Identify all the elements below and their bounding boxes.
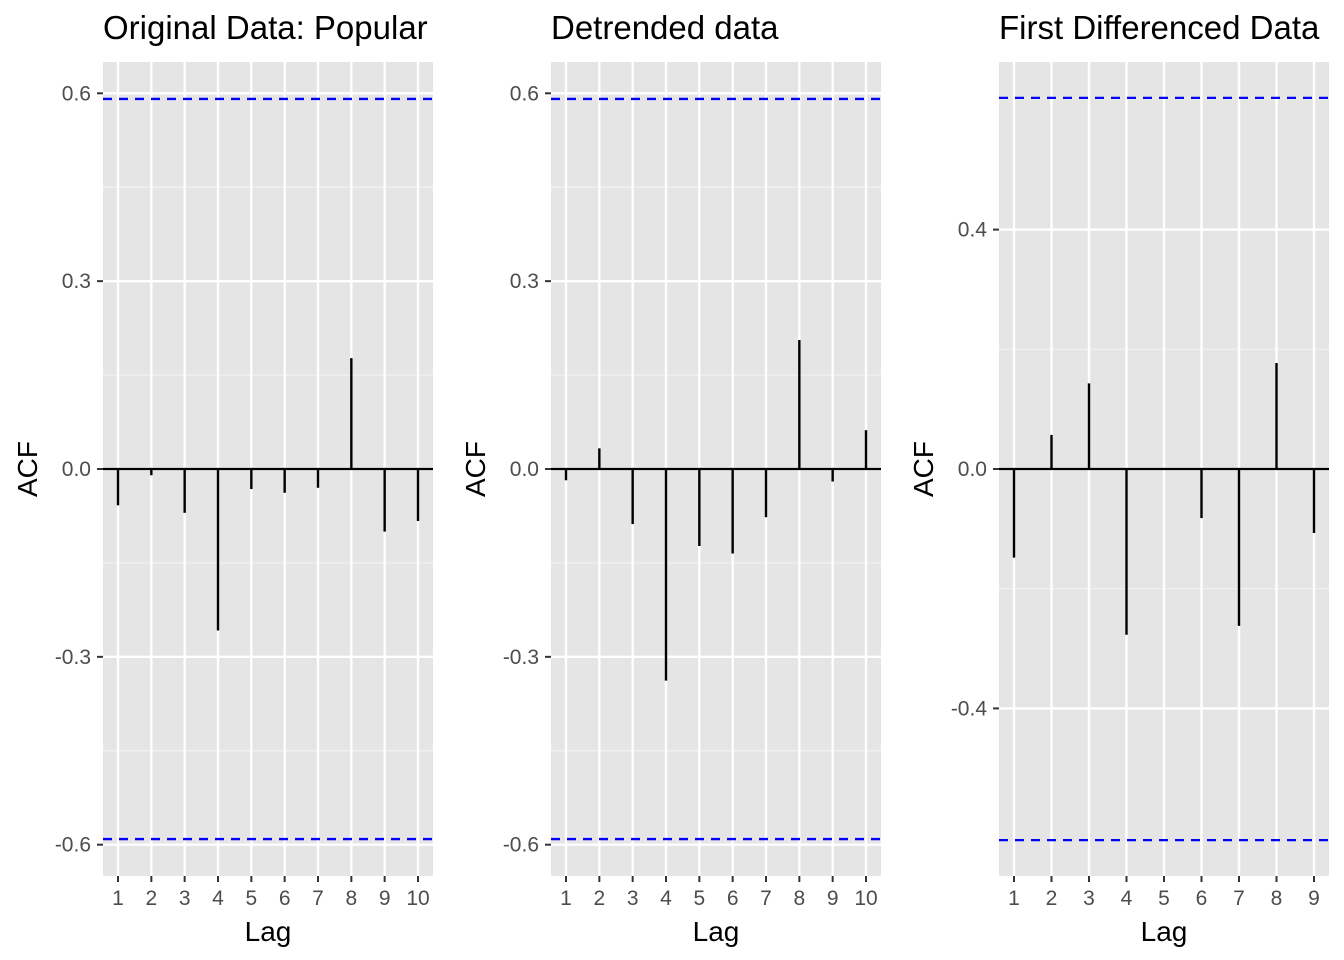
x-tick-label: 6 (1196, 887, 1208, 910)
x-tick-label: 7 (760, 887, 772, 910)
acf-bars (999, 363, 1329, 635)
y-tick-label: 0.0 (958, 458, 987, 481)
x-tick-label: 6 (279, 887, 291, 910)
y-tick-label: 0.3 (62, 270, 91, 293)
x-tick-label: 7 (1233, 887, 1245, 910)
panel-original-data: Original Data: Popular -0.6 -0.3 0.0 0.3 0.6… (12, 9, 433, 947)
y-axis-ticks: -0.6 -0.3 0.0 0.3 0.6 (503, 82, 551, 857)
x-tick-label: 5 (693, 887, 705, 910)
y-tick-label: 0.4 (958, 219, 988, 242)
x-axis-ticks: 1 2 3 4 5 6 7 8 9 10 (112, 876, 430, 910)
x-tick-label: 1 (112, 887, 124, 910)
x-tick-label: 8 (793, 887, 805, 910)
y-axis-label: ACF (12, 441, 43, 497)
x-tick-label: 4 (212, 887, 224, 910)
x-axis-label: Lag (1141, 916, 1188, 947)
x-tick-label: 4 (660, 887, 672, 910)
x-tick-label: 8 (1271, 887, 1283, 910)
x-tick-label: 3 (179, 887, 191, 910)
x-tick-label: 9 (379, 887, 391, 910)
panel-title: Detrended data (551, 9, 779, 46)
y-tick-label: -0.6 (503, 834, 539, 857)
panel-first-differenced-data: First Differenced Data -0.4 0.0 0.4 1 2 3 4 5 6… (908, 9, 1329, 947)
x-tick-label: 10 (406, 887, 429, 910)
acf-bars (551, 340, 881, 681)
x-tick-label: 4 (1121, 887, 1133, 910)
confidence-bands (103, 97, 433, 841)
x-tick-label: 5 (1158, 887, 1170, 910)
y-tick-label: -0.3 (503, 646, 539, 669)
x-tick-label: 9 (1308, 887, 1320, 910)
panel-title: First Differenced Data (999, 9, 1320, 46)
y-tick-label: -0.4 (951, 697, 988, 720)
y-tick-label: 0.6 (510, 82, 539, 105)
y-axis-label: ACF (908, 441, 939, 497)
y-axis-ticks: -0.4 0.0 0.4 (951, 219, 999, 720)
y-tick-label: 0.3 (510, 270, 539, 293)
y-axis-ticks: -0.6 -0.3 0.0 0.3 0.6 (55, 82, 103, 857)
x-tick-label: 6 (727, 887, 739, 910)
x-tick-label: 3 (627, 887, 639, 910)
x-tick-label: 2 (145, 887, 157, 910)
confidence-bands (999, 96, 1329, 842)
x-axis-label: Lag (245, 916, 292, 947)
y-tick-label: 0.6 (62, 82, 91, 105)
x-tick-label: 1 (560, 887, 572, 910)
x-tick-label: 8 (345, 887, 357, 910)
y-tick-label: 0.0 (62, 458, 91, 481)
y-tick-label: -0.3 (55, 646, 91, 669)
x-tick-label: 2 (1046, 887, 1058, 910)
y-tick-label: 0.0 (510, 458, 539, 481)
x-tick-label: 9 (827, 887, 839, 910)
x-axis-ticks: 1 2 3 4 5 6 7 8 9 (1008, 876, 1320, 910)
x-tick-label: 5 (245, 887, 257, 910)
confidence-bands (551, 97, 881, 841)
x-tick-label: 2 (593, 887, 605, 910)
x-axis-ticks: 1 2 3 4 5 6 7 8 9 10 (560, 876, 878, 910)
x-tick-label: 3 (1083, 887, 1095, 910)
y-axis-label: ACF (460, 441, 491, 497)
panel-title: Original Data: Popular (103, 9, 428, 46)
x-tick-label: 1 (1008, 887, 1020, 910)
grid-lines (551, 62, 881, 876)
acf-bars (103, 358, 433, 631)
x-tick-label: 7 (312, 887, 324, 910)
y-tick-label: -0.6 (55, 834, 91, 857)
x-tick-label: 10 (854, 887, 877, 910)
x-axis-label: Lag (693, 916, 740, 947)
